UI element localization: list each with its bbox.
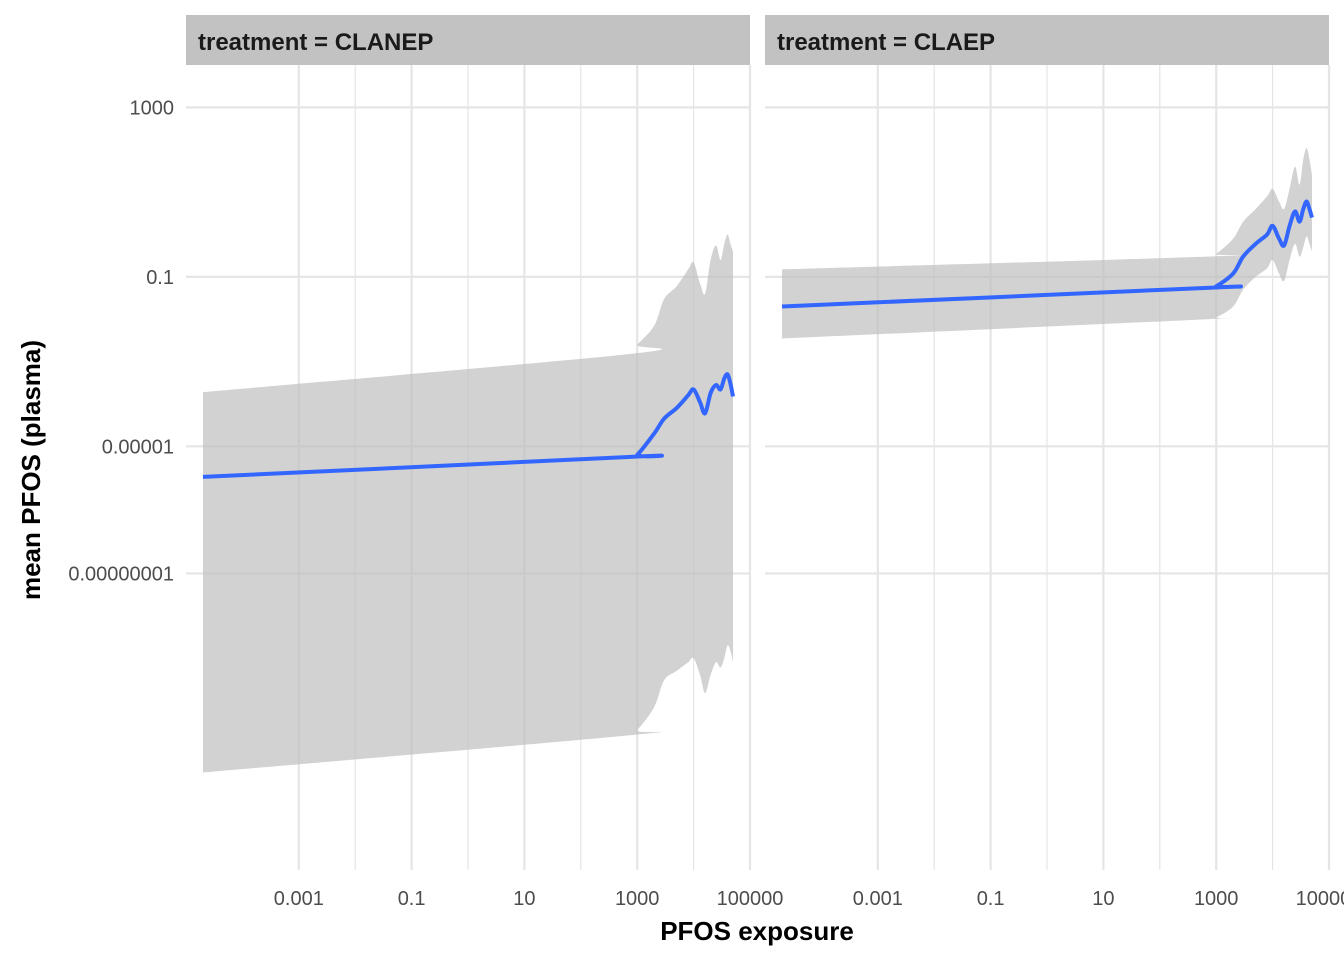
x-tick-label: 1000 (615, 888, 660, 910)
strip-label: treatment = CLANEP (198, 29, 433, 56)
gridlines (765, 65, 1331, 870)
x-tick-label: 100000 (1296, 888, 1344, 910)
confidence-ribbon (202, 234, 734, 773)
x-tick-label: 0.1 (398, 888, 426, 910)
y-tick-label: 0.00001 (102, 436, 174, 458)
panel-clanep: treatment = CLANEP 0.001 0.1 10 1000 100000 (186, 15, 783, 910)
strip-background (765, 15, 1329, 65)
strip-background (186, 15, 750, 65)
panel-claep: treatment = CLAEP 0.001 0.1 10 1000 100000 (765, 15, 1344, 910)
y-tick-labels: 1000 0.1 0.00001 0.00000001 (68, 97, 174, 585)
y-tick-label: 0.1 (146, 267, 174, 289)
x-tick-label: 100000 (717, 888, 784, 910)
smooth-line (781, 199, 1314, 309)
x-tick-label: 0.001 (853, 888, 903, 910)
x-tick-label: 1000 (1194, 888, 1239, 910)
x-tick-labels: 0.001 0.1 10 1000 100000 (853, 888, 1344, 910)
x-tick-label: 10 (513, 888, 535, 910)
x-tick-labels: 0.001 0.1 10 1000 100000 (274, 888, 784, 910)
smooth-line (202, 372, 735, 479)
x-tick-label: 10 (1092, 888, 1114, 910)
strip-label: treatment = CLAEP (777, 29, 995, 56)
y-tick-label: 1000 (130, 97, 175, 119)
x-axis-title: PFOS exposure (660, 916, 854, 946)
y-axis-title: mean PFOS (plasma) (16, 340, 46, 600)
x-tick-label: 0.001 (274, 888, 324, 910)
x-tick-label: 0.1 (977, 888, 1005, 910)
y-tick-label: 0.00000001 (68, 563, 174, 585)
